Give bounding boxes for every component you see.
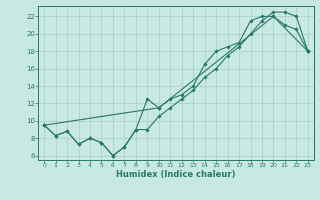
X-axis label: Humidex (Indice chaleur): Humidex (Indice chaleur) <box>116 170 236 179</box>
